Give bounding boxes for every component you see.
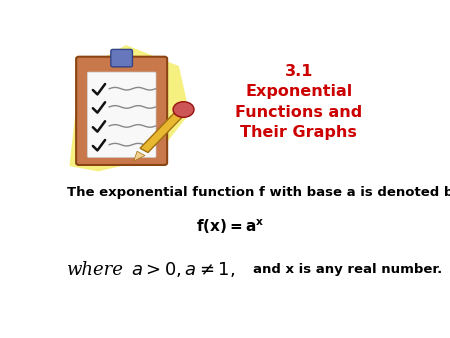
Polygon shape — [134, 151, 145, 161]
Polygon shape — [174, 109, 186, 117]
FancyBboxPatch shape — [76, 57, 167, 165]
Polygon shape — [140, 114, 182, 152]
Text: 3.1
Exponential
Functions and
Their Graphs: 3.1 Exponential Functions and Their Grap… — [235, 64, 362, 140]
FancyBboxPatch shape — [87, 72, 156, 158]
Text: $a>0, a\neq 1,$: $a>0, a\neq 1,$ — [131, 260, 236, 279]
Circle shape — [173, 102, 194, 117]
Polygon shape — [70, 46, 189, 171]
Text: $\mathbf{f(x) = a^x}$: $\mathbf{f(x) = a^x}$ — [197, 217, 265, 236]
Text: where: where — [67, 261, 124, 279]
FancyBboxPatch shape — [111, 49, 132, 67]
Text: and x is any real number.: and x is any real number. — [253, 263, 442, 276]
Text: The exponential function f with base a is denoted by: The exponential function f with base a i… — [67, 186, 450, 199]
